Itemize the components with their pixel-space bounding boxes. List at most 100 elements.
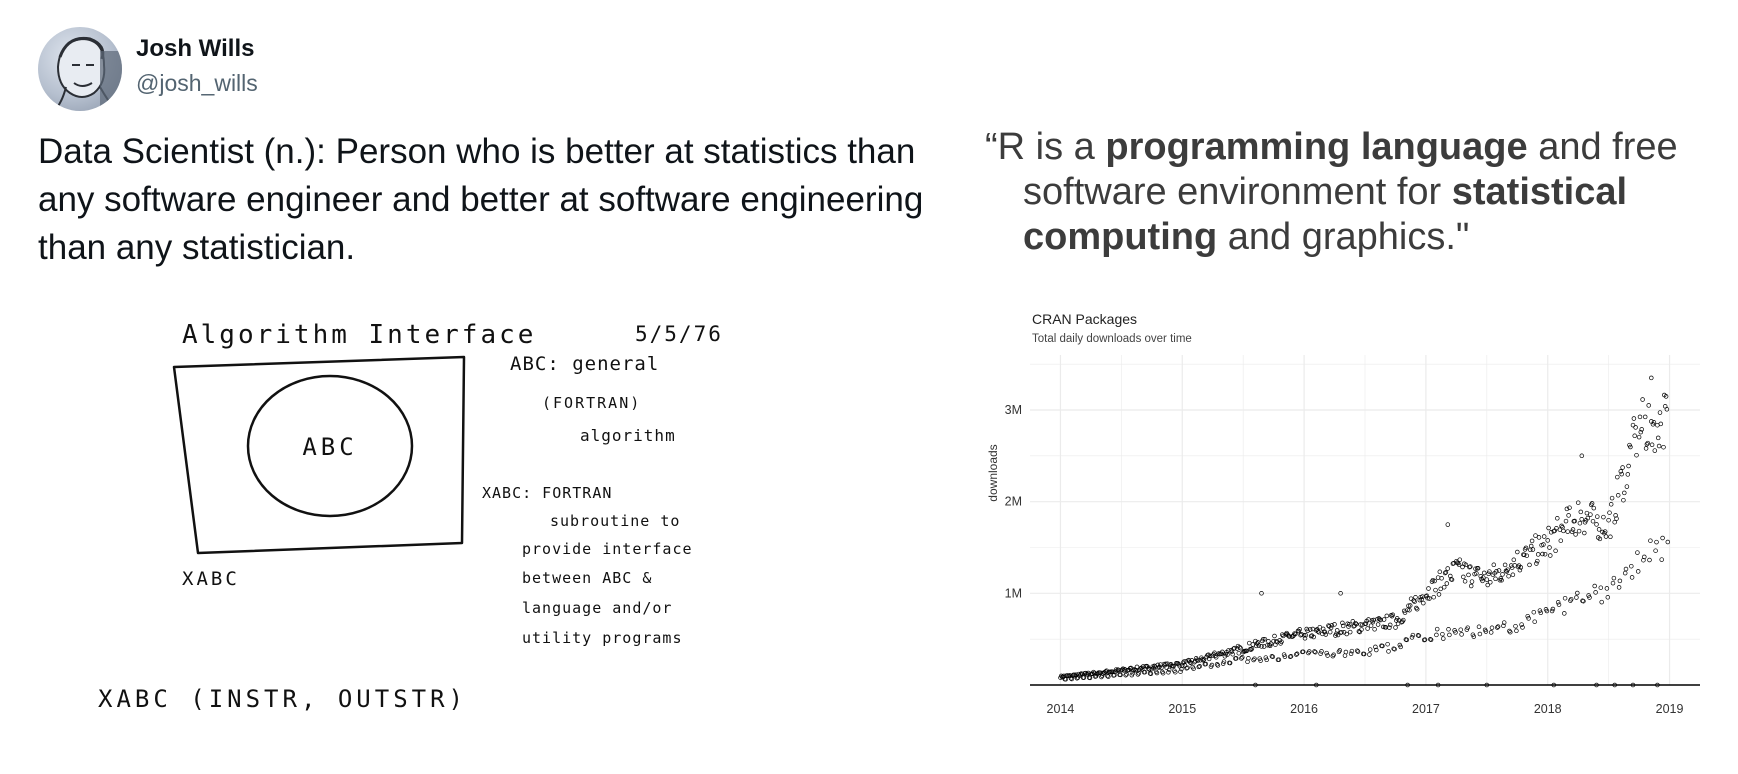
data-point xyxy=(1538,610,1544,616)
data-point xyxy=(1264,657,1269,663)
data-point xyxy=(1597,536,1603,542)
data-point xyxy=(1343,649,1349,655)
data-point xyxy=(1434,626,1440,632)
data-point xyxy=(1515,549,1520,555)
y-tick-label: 2M xyxy=(1005,495,1022,509)
data-point xyxy=(1553,548,1558,554)
data-point xyxy=(1489,625,1495,631)
data-point xyxy=(1337,648,1343,653)
data-point xyxy=(1647,557,1652,563)
data-point xyxy=(1508,629,1513,635)
data-point xyxy=(1550,606,1556,612)
data-point xyxy=(1206,656,1212,662)
quote-bold-text: statistical xyxy=(1451,171,1628,213)
data-point xyxy=(1605,595,1611,600)
y-axis-label: downloads xyxy=(986,444,1000,501)
data-point xyxy=(1415,633,1421,638)
author-name[interactable]: Josh Wills xyxy=(136,35,255,62)
data-point xyxy=(1514,628,1519,634)
data-point xyxy=(1636,434,1642,440)
data-point xyxy=(1195,658,1201,663)
data-point xyxy=(1207,653,1213,659)
avatar[interactable] xyxy=(38,27,122,111)
data-point xyxy=(1203,661,1209,667)
data-point xyxy=(1340,623,1346,629)
data-point xyxy=(1413,595,1418,600)
data-point xyxy=(1233,656,1239,661)
quote-text: and graphics." xyxy=(1217,216,1470,258)
data-point xyxy=(1663,394,1669,399)
data-point xyxy=(1426,586,1431,591)
data-point xyxy=(1259,644,1264,649)
author-handle[interactable]: @josh_wills xyxy=(136,70,258,96)
data-point xyxy=(1260,636,1266,642)
data-point xyxy=(1640,397,1645,402)
data-point xyxy=(1239,656,1244,661)
data-point xyxy=(1372,627,1377,632)
data-point xyxy=(1387,625,1392,630)
data-point xyxy=(1598,585,1604,590)
data-point xyxy=(1632,433,1637,439)
data-point xyxy=(1307,627,1313,632)
data-point xyxy=(1212,650,1217,656)
data-point xyxy=(1635,550,1640,555)
data-point xyxy=(1300,649,1306,654)
data-point xyxy=(1517,567,1523,573)
data-point xyxy=(1118,672,1123,678)
data-point xyxy=(1281,652,1287,657)
data-point xyxy=(1326,623,1331,628)
data-point xyxy=(1548,553,1553,558)
data-point xyxy=(1483,629,1489,634)
data-point xyxy=(1422,637,1428,642)
data-point xyxy=(1386,649,1391,654)
data-point xyxy=(1581,598,1586,604)
data-point xyxy=(1354,648,1360,653)
data-point xyxy=(1173,669,1178,675)
data-point xyxy=(1303,632,1309,638)
data-point xyxy=(1537,608,1543,613)
data-point xyxy=(1355,649,1361,654)
data-point xyxy=(1216,651,1222,656)
data-point xyxy=(1651,420,1657,425)
data-point xyxy=(1603,534,1609,539)
abc-note-line: (FORTRAN) xyxy=(542,394,641,412)
data-point xyxy=(1564,506,1570,512)
data-point xyxy=(1288,654,1294,659)
data-point xyxy=(1510,572,1516,578)
data-point xyxy=(1256,643,1262,648)
data-point xyxy=(1589,501,1595,506)
data-point xyxy=(1449,577,1455,582)
x-tick-label: 2016 xyxy=(1290,702,1318,716)
data-point xyxy=(1258,658,1263,663)
data-point xyxy=(1524,553,1530,558)
data-point xyxy=(1649,375,1654,381)
data-point xyxy=(1259,591,1264,596)
data-point xyxy=(1227,660,1233,666)
data-point xyxy=(1404,637,1410,643)
data-point xyxy=(1630,422,1636,428)
data-point xyxy=(1293,631,1298,637)
data-point xyxy=(1318,651,1323,656)
data-point xyxy=(1276,657,1282,662)
data-point xyxy=(1535,552,1541,557)
data-point xyxy=(1368,623,1374,628)
data-point xyxy=(1348,651,1354,657)
data-point xyxy=(1566,513,1571,518)
data-point xyxy=(1481,570,1487,576)
data-point xyxy=(1481,575,1486,580)
data-point xyxy=(1354,621,1359,627)
y-tick-label: 3M xyxy=(1005,403,1022,417)
data-point xyxy=(1367,647,1373,652)
data-point xyxy=(1105,673,1110,679)
data-point xyxy=(1444,581,1450,586)
data-point xyxy=(1582,530,1587,536)
data-point xyxy=(1419,597,1424,602)
circle-label: ABC xyxy=(302,433,357,461)
data-point xyxy=(1635,569,1641,574)
data-point xyxy=(1215,663,1221,668)
xabc-note-line: XABC: FORTRAN xyxy=(482,484,612,502)
data-point xyxy=(1486,571,1491,577)
data-point xyxy=(1463,562,1469,568)
data-point xyxy=(1197,664,1202,669)
xabc-note-line: subroutine to xyxy=(550,512,680,530)
